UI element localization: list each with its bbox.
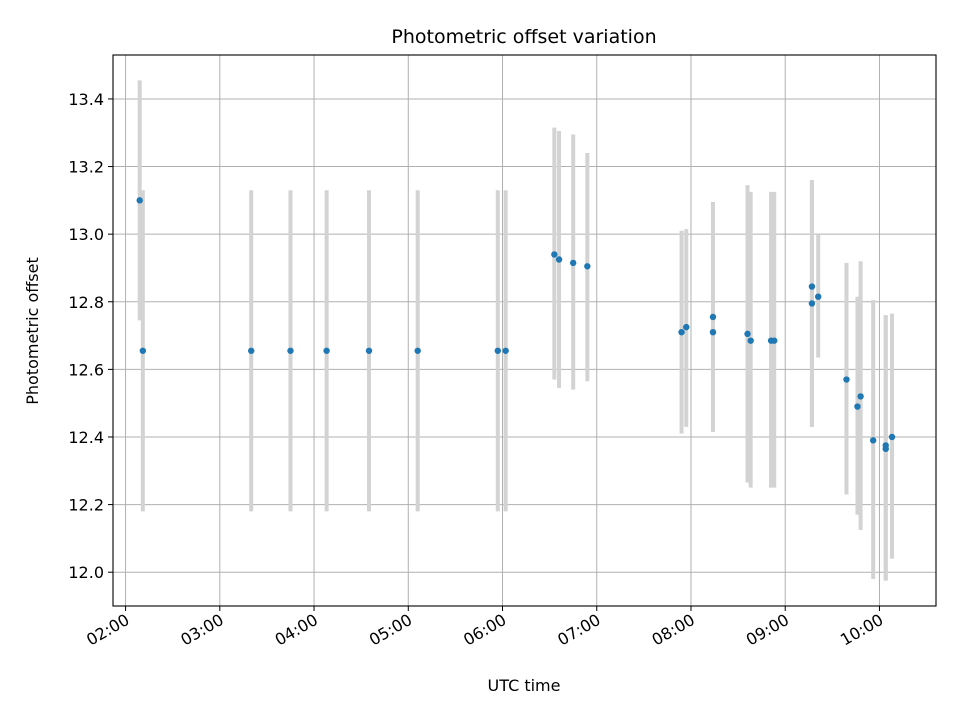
y-axis-label: Photometric offset — [23, 257, 42, 405]
data-point — [678, 328, 685, 336]
data-point — [815, 293, 822, 300]
data-point — [808, 283, 816, 290]
data-point — [414, 347, 421, 354]
y-tick-label: 12.2 — [68, 496, 104, 515]
data-point — [323, 347, 330, 354]
data-point — [869, 437, 877, 444]
data-point — [709, 328, 717, 336]
data-point — [136, 197, 143, 204]
data-point — [584, 263, 591, 270]
data-point — [854, 403, 861, 410]
data-point — [139, 347, 147, 354]
y-tick-label: 12.4 — [68, 428, 104, 447]
data-point — [494, 347, 501, 354]
y-ticks: 12.0 12.2 12.4 12.6 12.8 13.0 13.2 13.4 — [68, 90, 113, 582]
data-point — [551, 251, 558, 258]
plot-frame — [112, 54, 937, 607]
data-point — [683, 323, 690, 331]
y-tick-label: 13.2 — [68, 158, 104, 177]
chart-title: Photometric offset variation — [391, 26, 656, 48]
data-point — [502, 347, 509, 354]
grid — [113, 55, 936, 606]
data-point — [744, 330, 751, 338]
data-point — [888, 433, 896, 441]
data-point — [843, 376, 850, 383]
y-tick-label: 12.0 — [68, 563, 104, 582]
data-points — [136, 197, 896, 453]
data-point — [771, 337, 778, 344]
data-point — [709, 313, 717, 321]
y-tick-label: 13.4 — [68, 90, 104, 109]
data-point — [808, 300, 816, 307]
data-point — [747, 337, 754, 344]
data-point — [287, 347, 294, 354]
data-point — [555, 256, 563, 263]
data-point — [882, 445, 889, 453]
y-tick-label: 13.0 — [68, 225, 104, 244]
x-axis-label: UTC time — [488, 676, 561, 695]
y-tick-label: 12.6 — [68, 360, 104, 379]
y-tick-label: 12.8 — [68, 293, 104, 312]
data-point — [365, 347, 373, 354]
data-point — [569, 259, 577, 267]
data-point — [857, 393, 864, 400]
data-point — [248, 347, 255, 354]
